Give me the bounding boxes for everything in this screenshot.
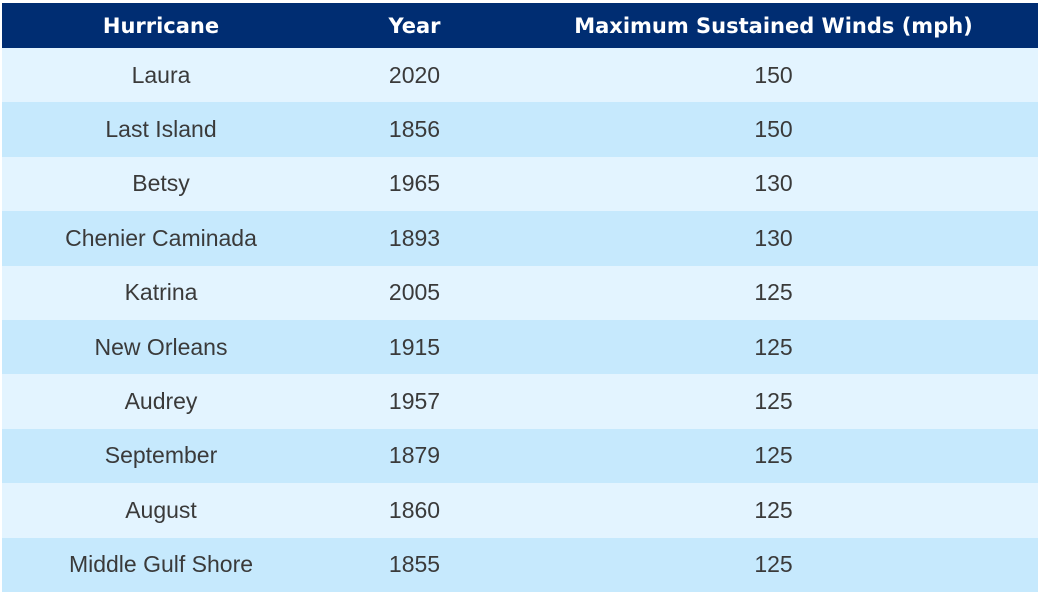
cell-year: 1856	[320, 102, 509, 157]
table-body: Laura 2020 150 Last Island 1856 150 Betsy 1965 1…	[2, 48, 1038, 592]
cell-max-winds: 125	[509, 483, 1038, 538]
cell-max-winds: 125	[509, 537, 1038, 592]
table-row: New Orleans 1915 125	[2, 319, 1038, 375]
cell-hurricane: Audrey	[2, 374, 320, 429]
cell-hurricane: August	[2, 483, 320, 538]
cell-year: 1879	[320, 428, 509, 484]
cell-year: 1860	[320, 483, 509, 538]
table-header: Hurricane Year Maximum Sustained Winds (…	[2, 3, 1038, 48]
header-max-winds: Maximum Sustained Winds (mph)	[509, 3, 1038, 48]
table-row: Last Island 1856 150	[2, 102, 1038, 157]
table-row: Chenier Caminada 1893 130	[2, 211, 1038, 266]
cell-hurricane: Laura	[2, 48, 320, 103]
table-row: Betsy 1965 130	[2, 156, 1038, 212]
cell-hurricane: Last Island	[2, 102, 320, 157]
cell-year: 1893	[320, 211, 509, 266]
table-row: Middle Gulf Shore 1855 125	[2, 537, 1038, 592]
cell-max-winds: 150	[509, 102, 1038, 157]
cell-year: 1965	[320, 156, 509, 212]
cell-year: 2020	[320, 48, 509, 103]
cell-hurricane: New Orleans	[2, 319, 320, 375]
table-row: Audrey 1957 125	[2, 374, 1038, 429]
cell-max-winds: 125	[509, 265, 1038, 320]
cell-year: 1915	[320, 319, 509, 375]
hurricane-table: Hurricane Year Maximum Sustained Winds (…	[2, 3, 1038, 592]
cell-hurricane: Chenier Caminada	[2, 211, 320, 266]
cell-max-winds: 130	[509, 156, 1038, 212]
table-row: September 1879 125	[2, 428, 1038, 484]
cell-hurricane: September	[2, 428, 320, 484]
cell-year: 2005	[320, 265, 509, 320]
header-row: Hurricane Year Maximum Sustained Winds (…	[2, 3, 1038, 48]
table-row: Katrina 2005 125	[2, 265, 1038, 320]
cell-max-winds: 150	[509, 48, 1038, 103]
cell-year: 1855	[320, 537, 509, 592]
table-row: Laura 2020 150	[2, 48, 1038, 103]
cell-max-winds: 125	[509, 319, 1038, 375]
cell-max-winds: 130	[509, 211, 1038, 266]
cell-max-winds: 125	[509, 428, 1038, 484]
table-row: August 1860 125	[2, 483, 1038, 538]
header-year: Year	[320, 3, 509, 48]
header-hurricane: Hurricane	[2, 3, 320, 48]
cell-hurricane: Katrina	[2, 265, 320, 320]
cell-year: 1957	[320, 374, 509, 429]
cell-max-winds: 125	[509, 374, 1038, 429]
cell-hurricane: Middle Gulf Shore	[2, 537, 320, 592]
cell-hurricane: Betsy	[2, 156, 320, 212]
